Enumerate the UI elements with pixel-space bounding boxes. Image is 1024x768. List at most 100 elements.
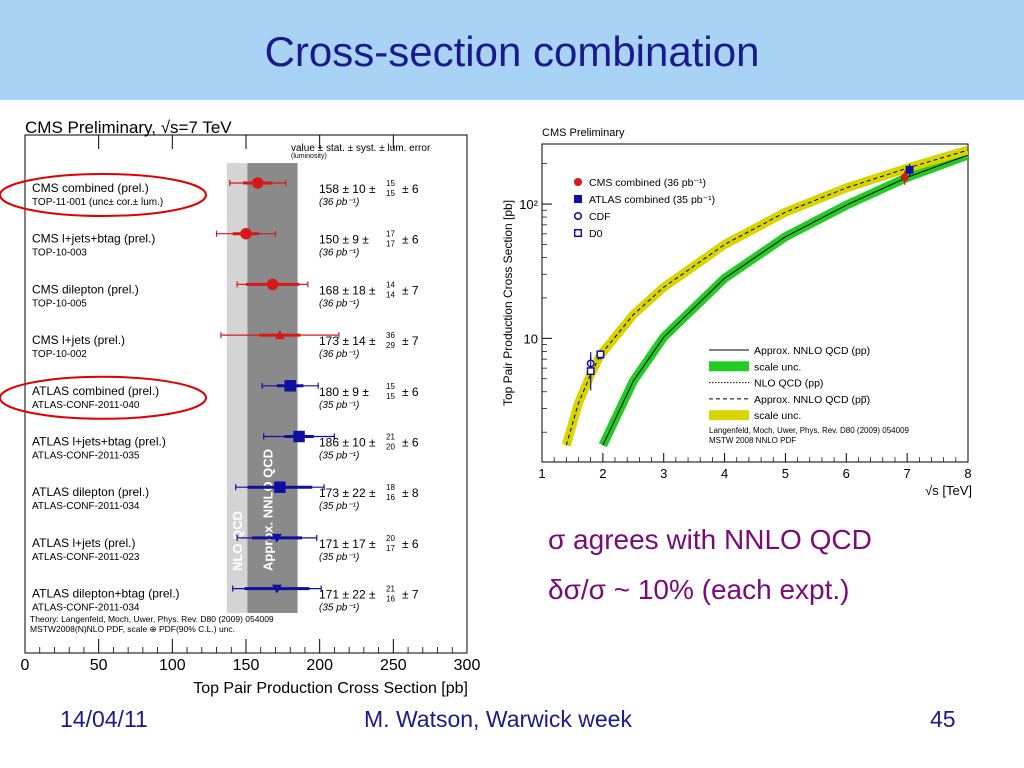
measurement-result: 150 ± 9 ±	[319, 233, 369, 247]
pp-nnlo-curve	[602, 154, 968, 446]
measurement-name: ATLAS l+jets (prel.)	[32, 536, 135, 550]
measurement-luminosity: (36 pb⁻¹)	[319, 197, 359, 208]
data-point	[900, 173, 909, 182]
measurement-syst-down: 17	[386, 240, 395, 249]
right-plot-frame	[541, 143, 969, 463]
rx-tick-label: 4	[721, 466, 728, 481]
measurement-result: 180 ± 9 ±	[319, 385, 369, 399]
measurement-syst-up: 14	[386, 280, 395, 289]
left-chart-title: CMS Preliminary, √s=7 TeV	[25, 118, 232, 137]
measurement-syst-up: 18	[386, 483, 395, 492]
ppbar-nnlo-curve	[565, 149, 968, 446]
legend-marker	[573, 211, 583, 221]
measurement-lum-error: ± 7	[402, 283, 419, 297]
legend-marker	[573, 194, 583, 204]
measurement-result: 186 ± 10 ±	[319, 436, 376, 450]
measurement-syst-down: 29	[386, 341, 395, 350]
slide-title: Cross-section combination	[264, 28, 760, 75]
measurement-luminosity: (35 pb⁻¹)	[319, 400, 359, 411]
measurement-luminosity: (35 pb⁻¹)	[319, 552, 359, 563]
bullet-agreement: σ agrees with NNLO QCD	[548, 524, 872, 555]
rx-tick-label: 3	[660, 466, 667, 481]
legend-entry: scale unc.	[754, 361, 801, 373]
cms-combination-chart: NLO QCD Approx. NNLO QCD CMS Preliminary, …	[0, 118, 481, 697]
measurement-syst-down: 14	[386, 290, 395, 299]
measurement-ref: ATLAS-CONF-2011-023	[32, 552, 140, 563]
legend-swatch-yellow	[709, 410, 749, 421]
ry-tick-label: 10	[524, 331, 538, 346]
measurement-result: 171 ± 17 ±	[319, 537, 376, 551]
right-x-axis-label: √s [TeV]	[925, 483, 972, 498]
highlight-ellipse	[0, 375, 207, 420]
footer-date: 14/04/11	[60, 706, 148, 732]
measurement-lum-error: ± 6	[402, 182, 419, 196]
measurement-syst-down: 15	[386, 392, 395, 401]
measurement-marker	[284, 380, 296, 392]
measurement-marker	[271, 584, 282, 594]
measurement-marker	[293, 430, 305, 443]
measurement-marker	[240, 227, 252, 240]
measurement-marker	[274, 330, 285, 340]
measurement-syst-down: 16	[386, 493, 395, 502]
measurement-syst-down: 20	[386, 443, 395, 452]
measurement-result: 168 ± 18 ±	[319, 283, 376, 297]
measurement-syst-up: 36	[386, 331, 395, 340]
measurement-lum-error: ± 6	[402, 537, 419, 551]
ry-tick-label: 10²	[519, 197, 538, 212]
left-chart-footnote: MSTW2008(N)NLO PDF, scale ⊕ PDF(90% C.L.…	[30, 624, 235, 634]
measurement-ref: ATLAS-CONF-2011-034	[32, 603, 140, 614]
data-point	[596, 350, 605, 359]
measurement-marker	[266, 278, 279, 291]
measurement-ref: TOP-10-005	[32, 298, 87, 309]
measurement-ref: ATLAS-CONF-2011-035	[32, 451, 140, 462]
measurement-ref: TOP-10-003	[32, 248, 87, 259]
rx-tick-label: 1	[538, 466, 545, 481]
measurement-result: 171 ± 22 ±	[319, 588, 376, 602]
measurement-ref: TOP-11-001 (unc± cor.± lum.)	[32, 197, 163, 208]
measurement-lum-error: ± 6	[402, 233, 419, 247]
measurement-name: ATLAS dilepton+btag (prel.)	[32, 587, 180, 601]
legend-entry: Approx. NNLO QCD (pp)	[754, 345, 870, 357]
measurement-lum-error: ± 8	[402, 486, 419, 500]
right-chart-title: CMS Preliminary	[542, 127, 625, 139]
measurement-ref: ATLAS-CONF-2011-034	[32, 501, 140, 512]
x-tick-label: 50	[90, 657, 108, 674]
left-x-axis-label: Top Pair Production Cross Section [pb]	[193, 680, 468, 697]
legend-entry: scale unc.	[754, 410, 801, 422]
measurement-syst-up: 21	[386, 585, 395, 594]
highlight-ellipse	[0, 173, 207, 217]
measurement-name: ATLAS l+jets+btag (prel.)	[32, 435, 166, 449]
footer-page-number: 45	[930, 706, 956, 732]
measurement-syst-down: 16	[386, 595, 395, 604]
x-tick-label: 300	[454, 657, 481, 674]
measurement-lum-error: ± 6	[402, 385, 419, 399]
legend-entry: Approx. NNLO QCD (pp̅)	[754, 394, 870, 406]
legend-swatch-green	[709, 361, 749, 372]
measurement-result: 173 ± 22 ±	[319, 486, 376, 500]
measurement-name: CMS l+jets+btag (prel.)	[32, 232, 155, 246]
measurement-luminosity: (35 pb⁻¹)	[319, 451, 359, 462]
measurement-marker	[274, 481, 286, 493]
measurement-luminosity: (35 pb⁻¹)	[319, 501, 359, 512]
measurement-syst-down: 15	[386, 189, 395, 198]
measurement-ref: TOP-10-002	[32, 349, 87, 360]
measurement-luminosity: (36 pb⁻¹)	[319, 298, 359, 309]
measurement-name: CMS l+jets (prel.)	[32, 333, 125, 347]
measurement-lum-error: ± 7	[402, 334, 419, 348]
right-y-axis-label: Top Pair Production Cross Section [pb]	[501, 200, 515, 406]
measurement-syst-up: 15	[386, 382, 395, 391]
legend-entry: CMS combined (36 pb⁻¹)	[589, 177, 706, 189]
legend-reference: MSTW 2008 NNLO PDF	[709, 436, 796, 445]
measurement-luminosity: (36 pb⁻¹)	[319, 349, 359, 360]
bullet-uncertainty: δσ/σ ~ 10% (each expt.)	[548, 574, 850, 605]
data-point	[586, 367, 595, 376]
legend-entry: CDF	[589, 211, 611, 223]
measurement-luminosity: (36 pb⁻¹)	[319, 248, 359, 259]
left-chart-footnote: Theory: Langenfeld, Moch, Uwer, Phys. Re…	[30, 614, 274, 624]
x-tick-label: 250	[380, 657, 407, 674]
x-tick-label: 200	[306, 657, 333, 674]
measurement-name: CMS combined (prel.)	[32, 181, 149, 195]
rx-tick-label: 8	[964, 466, 971, 481]
left-chart-header: value ± stat. ± syst. ± lum. error	[291, 143, 431, 154]
measurement-syst-up: 15	[386, 179, 395, 188]
